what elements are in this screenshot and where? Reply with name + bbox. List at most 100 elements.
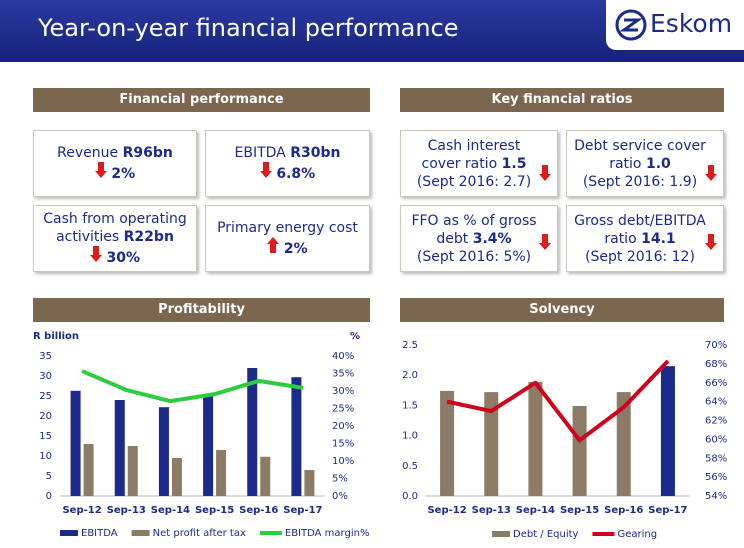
x-tick-label: Sep-16: [239, 505, 278, 516]
ratio-value: 14.1: [641, 230, 676, 247]
ratio-box: Debt service cover ratio 1.0 (Sept 2016:…: [566, 130, 724, 197]
y-tick-label: 5: [46, 471, 52, 482]
y-tick-label: 1.0: [402, 431, 418, 442]
bar: [616, 392, 631, 496]
y2-tick-label: 56%: [705, 472, 727, 483]
bar: [304, 470, 315, 496]
legend-swatch: [131, 530, 150, 536]
kpi-box: Revenue R96bn 2%: [33, 130, 197, 197]
y2-tick-label: 25%: [332, 404, 354, 415]
y2-tick-label: 54%: [705, 491, 727, 502]
logo-text: Eskom: [650, 9, 733, 38]
ratio-value: 1.5: [501, 155, 527, 172]
x-tick-label: Sep-12: [62, 505, 101, 516]
y2-axis-label: %: [350, 331, 360, 342]
y2-tick-label: 30%: [332, 386, 354, 397]
ratio-box: FFO as % of gross debt 3.4% (Sept 2016: …: [400, 205, 558, 272]
bar: [528, 381, 543, 496]
ratio-comparison: (Sept 2016: 5%): [416, 248, 532, 265]
logo-icon: [615, 9, 647, 41]
y-tick-label: 35: [39, 351, 52, 362]
y2-tick-label: 58%: [705, 453, 727, 464]
y2-tick-label: 60%: [705, 434, 727, 445]
bar: [216, 450, 227, 496]
x-tick-label: Sep-15: [195, 505, 234, 516]
y2-tick-label: 64%: [705, 397, 727, 408]
down-arrow: [705, 165, 717, 181]
kpi-label: Revenue: [57, 145, 119, 161]
kpi-label: Cash from operating activities: [43, 211, 187, 245]
y2-tick-label: 70%: [705, 340, 727, 351]
ratio-value: 1.0: [645, 155, 671, 172]
y2-tick-label: 10%: [332, 456, 354, 467]
x-tick-label: Sep-17: [648, 505, 687, 516]
y2-tick-label: 35%: [332, 369, 354, 380]
y2-tick-label: 40%: [332, 351, 354, 362]
kpi-value: R96bn: [122, 145, 173, 161]
legend-label: Gearing: [617, 529, 657, 540]
ratio-box: Gross debt/EBITDA ratio 14.1 (Sept 2016:…: [566, 205, 724, 272]
chart-title: Solvency: [400, 298, 724, 322]
y-tick-label: 0: [46, 491, 52, 502]
y-tick-label: 1.5: [402, 400, 418, 411]
ratio-box: Cash interest cover ratio 1.5 (Sept 2016…: [400, 130, 558, 197]
kpi-change: 30%: [106, 250, 140, 266]
legend-swatch: [492, 531, 510, 537]
y-tick-label: 15: [39, 431, 52, 442]
x-tick-label: Sep-13: [472, 505, 511, 516]
section-title: Financial performance: [33, 88, 370, 112]
legend-swatch: [60, 530, 78, 536]
legend-label: EBITDA: [81, 528, 118, 539]
ratio-label: Debt service cover ratio: [574, 137, 706, 172]
bar: [572, 406, 587, 496]
ratio-value: 3.4%: [472, 230, 512, 247]
kpi-change: 2%: [111, 166, 136, 182]
y2-tick-label: 20%: [332, 421, 354, 432]
section-title: Key financial ratios: [400, 88, 724, 112]
down-arrow: [259, 162, 272, 178]
slide-title: Year-on-year financial performance: [38, 14, 459, 42]
bar: [171, 458, 182, 496]
down-arrow: [539, 234, 551, 250]
y-tick-label: 0.5: [402, 461, 418, 472]
down-arrow: [539, 165, 551, 181]
legend-label: Debt / Equity: [513, 529, 579, 540]
y-tick-label: 2.5: [402, 340, 418, 351]
kpi-box: EBITDA R30bn 6.8%: [205, 130, 370, 197]
y-tick-label: 20: [39, 411, 52, 422]
y-tick-label: 0.0: [402, 491, 418, 502]
legend-label: EBITDA margin%: [285, 528, 370, 539]
kpi-value: R30bn: [290, 145, 341, 161]
up-arrow: [267, 237, 280, 253]
x-tick-label: Sep-16: [604, 505, 643, 516]
ratio-label: Cash interest cover ratio: [421, 137, 521, 172]
y2-tick-label: 66%: [705, 378, 727, 389]
chart-title: Profitability: [33, 298, 370, 322]
line: [446, 359, 670, 443]
ratio-label: Gross debt/EBITDA ratio: [574, 212, 706, 247]
x-tick-label: Sep-13: [107, 505, 146, 516]
kpi-change: 2%: [283, 241, 308, 257]
down-arrow: [705, 234, 717, 250]
kpi-value: R22bn: [123, 229, 174, 245]
ratio-comparison: (Sept 2016: 2.7): [416, 173, 532, 190]
ratio-label: FFO as % of gross debt: [411, 212, 537, 247]
y2-tick-label: 0%: [332, 491, 348, 502]
bar: [440, 390, 455, 496]
x-tick-label: Sep-17: [283, 505, 322, 516]
y2-tick-label: 68%: [705, 359, 727, 370]
bar: [484, 392, 499, 496]
ratio-comparison: (Sept 2016: 12): [585, 248, 695, 265]
bar: [660, 366, 675, 496]
bar: [127, 446, 138, 496]
ratio-comparison: (Sept 2016: 1.9): [582, 173, 698, 190]
kpi-change: 6.8%: [276, 166, 316, 182]
bar: [83, 444, 94, 496]
bar: [70, 390, 81, 496]
bar: [260, 456, 271, 496]
kpi-label: Primary energy cost: [217, 220, 358, 236]
y2-tick-label: 5%: [332, 474, 348, 485]
bar: [158, 407, 169, 496]
